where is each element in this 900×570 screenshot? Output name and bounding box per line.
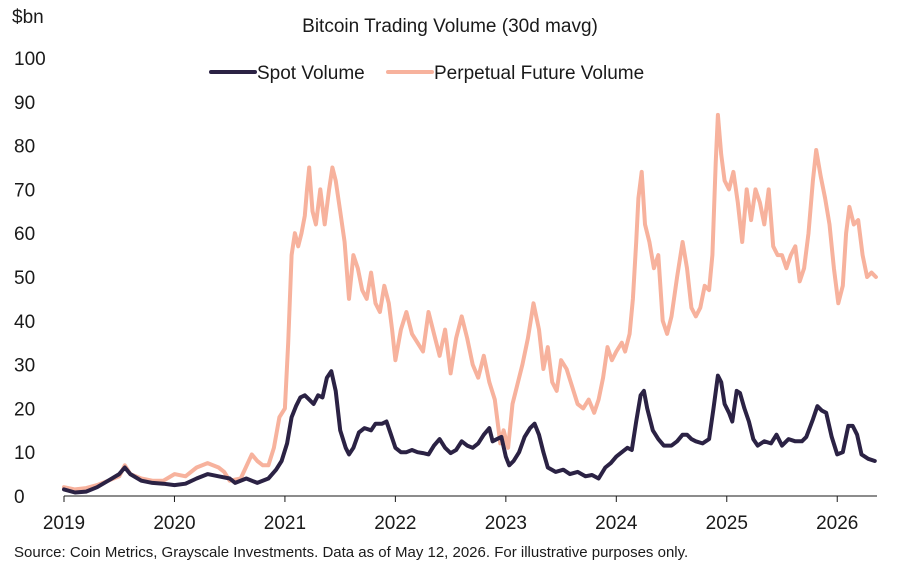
y-tick-label: 20 — [14, 399, 35, 420]
chart: Bitcoin Trading Volume (30d mavg) $bn Sp… — [12, 7, 878, 534]
x-tick-label: 2020 — [153, 513, 195, 534]
x-tick-label: 2019 — [43, 513, 85, 534]
y-tick-label: 10 — [14, 443, 35, 464]
x-tick-label: 2024 — [595, 513, 638, 534]
x-tick-label: 2022 — [374, 513, 416, 534]
spot-volume-line — [62, 369, 877, 495]
y-tick-label: 30 — [14, 356, 35, 377]
y-tick-label: 0 — [14, 487, 25, 508]
legend: Spot Volume Perpetual Future Volume — [209, 63, 644, 84]
y-tick-label: 100 — [14, 49, 46, 70]
y-axis-unit-label: $bn — [12, 7, 44, 28]
x-tick-label: 2023 — [485, 513, 527, 534]
y-tick-label: 50 — [14, 268, 35, 289]
y-tick-label: 80 — [14, 137, 35, 158]
source-note: Source: Coin Metrics, Grayscale Investme… — [14, 544, 689, 561]
x-tick-label: 2021 — [264, 513, 306, 534]
y-tick-label: 90 — [14, 93, 35, 114]
x-tick-label: 2025 — [706, 513, 748, 534]
legend-spot-volume-label: Spot Volume — [257, 63, 365, 84]
perpetual-future-volume-line — [62, 112, 878, 492]
y-tick-label: 40 — [14, 312, 35, 333]
y-tick-label: 70 — [14, 180, 35, 201]
x-tick-label: 2026 — [816, 513, 858, 534]
legend-perpetual-future-volume-label: Perpetual Future Volume — [434, 63, 644, 84]
axis-ticks: 0 10 20 30 40 50 60 70 80 90 100 2019 2020 2021 2022 20… — [14, 49, 858, 534]
y-tick-label: 60 — [14, 224, 35, 245]
chart-title: Bitcoin Trading Volume (30d mavg) — [302, 16, 598, 37]
series-lines — [62, 112, 878, 495]
